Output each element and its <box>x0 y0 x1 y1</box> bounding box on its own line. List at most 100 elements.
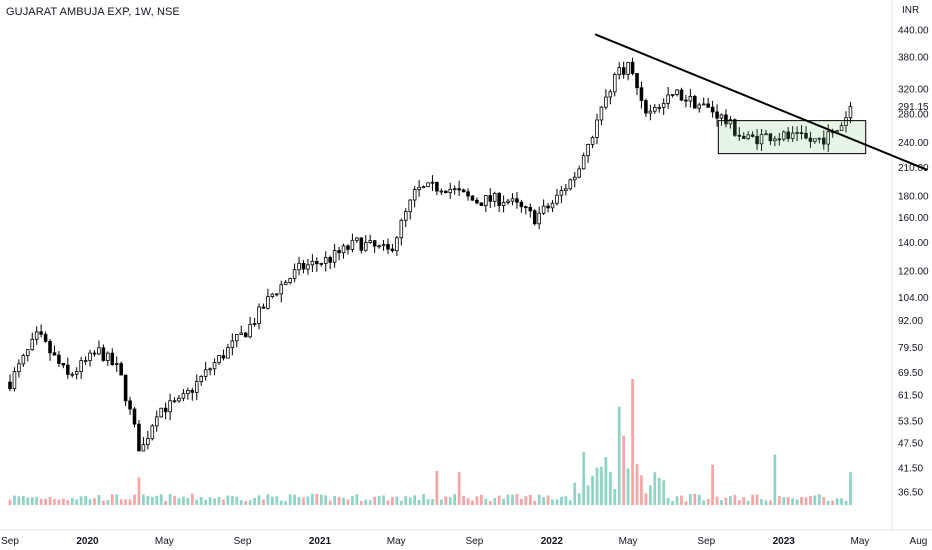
volume-bar <box>520 498 523 505</box>
x-tick-label: Sep <box>697 536 715 547</box>
candle-body <box>724 114 728 125</box>
candle-body <box>693 95 697 109</box>
candle-body <box>439 190 444 193</box>
candle-body <box>310 260 315 266</box>
candle-body <box>590 137 595 145</box>
x-tick-label: Sep <box>465 536 483 547</box>
candle-body <box>546 205 550 209</box>
volume-bar <box>306 496 310 505</box>
volume-bar <box>199 497 203 505</box>
volume-bar <box>644 493 648 505</box>
x-tick-label: May <box>155 536 174 547</box>
candle-body <box>773 138 777 142</box>
candle-body <box>163 407 168 413</box>
candle-body <box>741 135 746 139</box>
candle-body <box>848 106 853 119</box>
candle-body <box>475 199 479 204</box>
volume-bar <box>511 494 514 505</box>
candle-body <box>541 205 546 214</box>
x-tick-label: 2022 <box>541 536 564 547</box>
candle-body <box>635 73 639 89</box>
candle-body <box>528 206 533 212</box>
volume-bar <box>533 501 537 505</box>
volume-bar <box>102 500 105 505</box>
volume-bar <box>737 500 741 505</box>
y-tick-label: 61.50 <box>898 391 923 402</box>
candle-body <box>332 250 337 263</box>
y-tick-label: 47.50 <box>898 439 923 450</box>
candle-body <box>524 206 528 209</box>
candle-body <box>697 104 702 109</box>
volume-bar <box>724 497 728 505</box>
candle-body <box>275 293 279 296</box>
candle-body <box>315 260 319 265</box>
candle-body <box>226 347 230 359</box>
volume-bar <box>253 497 256 505</box>
y-tick-label: 160.00 <box>898 213 929 224</box>
candle-body <box>17 363 21 373</box>
volume-bar <box>466 498 470 505</box>
volume-bar <box>488 501 492 505</box>
candle-body <box>675 89 679 95</box>
volume-bar <box>275 496 279 505</box>
candle-body <box>381 244 386 247</box>
volume-bar <box>729 496 732 505</box>
x-tick-label: Aug <box>910 536 928 547</box>
volume-bar <box>8 499 12 505</box>
volume-bar <box>635 464 639 505</box>
volume-bar <box>208 497 212 505</box>
candle-body <box>759 134 764 145</box>
candle-body <box>679 89 684 101</box>
volume-bar <box>177 498 181 505</box>
volume-bar <box>279 500 283 505</box>
y-tick-label: 180.00 <box>898 191 929 202</box>
x-tick-label: Sep <box>234 536 252 547</box>
candle-body <box>292 269 297 279</box>
candle-body <box>670 94 675 96</box>
candle-body <box>581 155 586 170</box>
volume-bar <box>173 495 176 505</box>
volume-bar <box>391 496 394 505</box>
candle-body <box>83 360 88 362</box>
volume-bar <box>577 493 581 505</box>
volume-bar <box>631 379 634 505</box>
candle-body <box>323 257 328 264</box>
y-tick-label: 120.00 <box>898 267 929 278</box>
volume-bar <box>324 495 328 505</box>
candle-body <box>826 131 830 145</box>
volume-bar <box>640 475 643 505</box>
volume-bar <box>711 464 714 505</box>
candle-body <box>719 114 724 119</box>
candle-body <box>181 393 186 399</box>
volume-bar <box>328 500 332 505</box>
last-price-label: 291.15 <box>898 102 929 113</box>
x-tick-label: May <box>387 536 406 547</box>
volume-bar <box>66 499 70 505</box>
candle-body <box>337 250 341 254</box>
volume-bar <box>426 499 430 505</box>
volume-bar <box>439 499 443 505</box>
candle-body <box>288 278 292 283</box>
candle-body <box>208 368 212 371</box>
candle-body <box>399 219 404 239</box>
candle-body <box>319 262 324 265</box>
volume-bar <box>706 499 710 505</box>
candle-body <box>301 262 306 270</box>
candle-body <box>203 369 208 377</box>
volume-bar <box>44 498 47 505</box>
volume-bar <box>826 500 830 505</box>
y-tick-label: 41.50 <box>898 464 923 475</box>
candle-body <box>572 176 577 181</box>
volume-bar <box>244 501 248 505</box>
candle-body <box>21 355 26 365</box>
volume-bar <box>293 494 296 505</box>
candle-body <box>795 132 799 134</box>
candle-body <box>701 103 706 106</box>
volume-bar <box>786 497 790 505</box>
candle-body <box>359 237 364 251</box>
candle-body <box>786 131 790 139</box>
volume-bar <box>657 477 661 505</box>
y-tick-label: 280.00 <box>898 109 929 120</box>
volume-bar <box>124 499 127 505</box>
